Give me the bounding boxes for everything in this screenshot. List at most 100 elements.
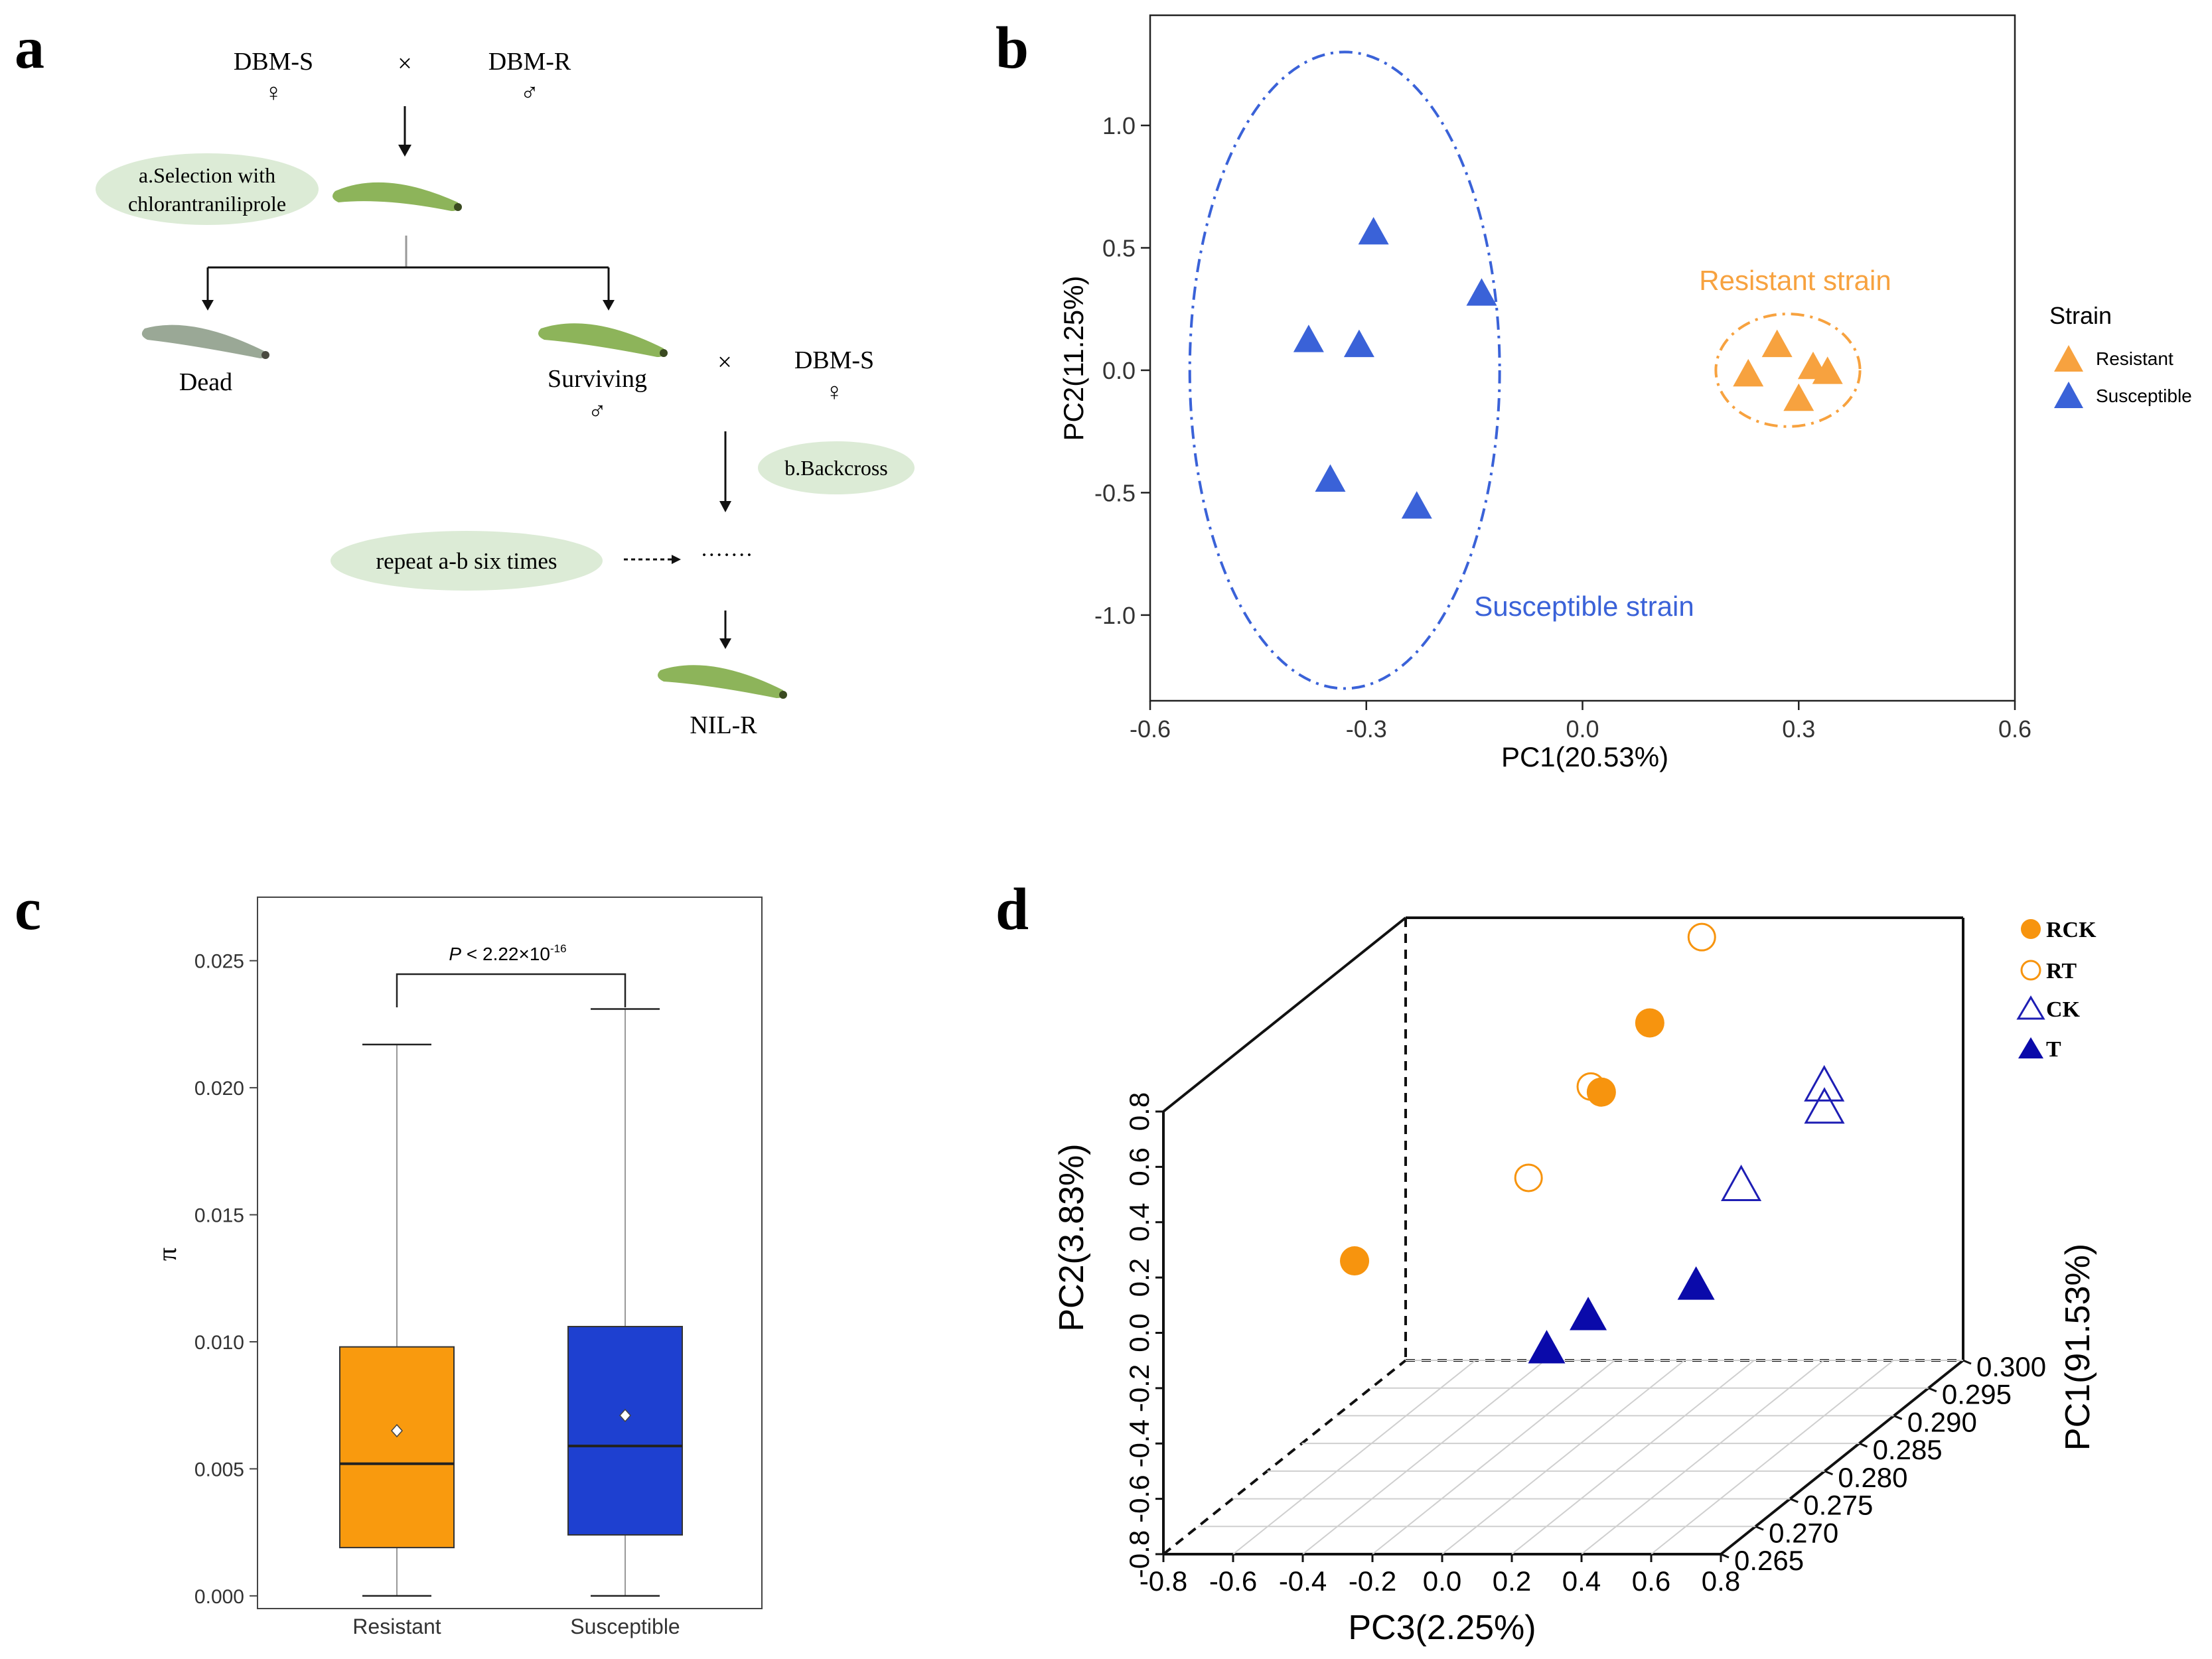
surviving-label: Surviving	[548, 365, 647, 393]
larva-icon	[332, 182, 462, 211]
iqr-box	[339, 1346, 455, 1549]
plot-d-xtick-label: 0.6	[1632, 1565, 1670, 1597]
point-t	[1528, 1330, 1566, 1364]
point-rt	[1514, 1163, 1543, 1192]
tree-lines-1	[206, 236, 610, 302]
point-resistant	[1761, 329, 1793, 358]
plot-b-ellipses	[1188, 50, 1862, 690]
plot-d-ztick	[1824, 1470, 1834, 1476]
point-rt	[1576, 1072, 1605, 1101]
floor-grid-line	[1651, 1360, 1894, 1555]
nil-r-label: NIL-R	[690, 711, 757, 739]
plot-c-axes: 0.000 0.005 0.010 0.015 0.020 0.025	[194, 951, 258, 1608]
floor-grid-line	[1511, 1360, 1755, 1555]
plot-d-ztick	[1720, 1553, 1730, 1559]
step-a-line1: a.Selection with	[139, 163, 275, 187]
point-rck	[1586, 1077, 1616, 1107]
plot-b-axes: -0.6 -0.3 0.0 0.3 0.6 -1.0 -0.5 0.0 0.5 1.0	[1094, 112, 2031, 743]
plot-d-hidden-edges	[1162, 918, 1963, 1555]
plot-d-ztick	[1858, 1442, 1868, 1448]
plot-d-xtick-label: 0.4	[1562, 1565, 1601, 1597]
plot-d-ytick-label: 0.0	[1124, 1313, 1155, 1352]
backcross-female-symbol: ♀	[825, 378, 844, 406]
box-susceptible	[567, 1008, 683, 1597]
floor-grid-line	[1302, 1360, 1546, 1555]
point-susceptible	[1315, 464, 1346, 492]
p-value-label: P < 2.22×10-16	[449, 942, 566, 964]
panel-c: c 0.000 0.005 0.010 0.015 0.020 0.025 P < 2.2…	[15, 877, 763, 1638]
arrow-down-3	[719, 611, 731, 649]
plot-d-zlabel: PC1(91.53%)	[2059, 1244, 2097, 1451]
plot-d-ytick-label: 0.2	[1124, 1258, 1155, 1297]
step-a-bubble: a.Selection with chlorantraniliprole	[96, 153, 319, 225]
arrow-surviving	[603, 300, 615, 311]
plot-d-floor-grid	[1198, 1360, 1963, 1555]
category-label-resistant: Resistant	[352, 1615, 441, 1638]
plot-d-xtick-label: -0.4	[1279, 1565, 1327, 1597]
panel-label-c: c	[15, 877, 41, 942]
legend-label-susceptible: Susceptible	[2096, 386, 2192, 406]
plot-d-xtick-label: 0.8	[1702, 1565, 1740, 1597]
plot-d-xtick-label: 0.0	[1423, 1565, 1461, 1597]
nil-r-larva-icon	[658, 665, 787, 699]
plot-b-xtick-label: 0.6	[1998, 715, 2031, 743]
plot-d-ztick	[1755, 1525, 1764, 1531]
plot-d-xlabel: PC3(2.25%)	[1348, 1609, 1536, 1647]
plot-d-ztick	[1789, 1498, 1799, 1503]
point-susceptible	[1293, 325, 1324, 352]
plot-d-xtick-label: 0.2	[1493, 1565, 1531, 1597]
plot-d-ztick-label: 0.280	[1838, 1462, 1907, 1493]
plot-c-boxes	[339, 1008, 683, 1597]
plot-b-xtick-label: -0.6	[1130, 715, 1171, 743]
plot-c-ytick-label: 0.015	[194, 1205, 244, 1227]
repeat-label: repeat a-b six times	[376, 548, 557, 574]
plot-d-ztick-label: 0.290	[1907, 1406, 1977, 1437]
panel-b: b -0.6 -0.3 0.0 0.3 0.6 -1.0 -0.5 0.0 0.5 1.0 Res…	[995, 14, 2192, 772]
panel-label-d: d	[995, 877, 1029, 942]
plot-d-ytick-label: -0.4	[1124, 1419, 1155, 1467]
plot-b-points	[1293, 216, 1843, 519]
cross-symbol: ×	[398, 50, 411, 78]
plot-d-xtick-label: -0.6	[1209, 1565, 1257, 1597]
legend-marker-rck	[2021, 919, 2041, 939]
dead-larva-icon	[141, 325, 269, 359]
plot-b-ytick-label: 1.0	[1102, 112, 1136, 139]
legend-label-ck: CK	[2046, 997, 2081, 1022]
point-ck	[1721, 1165, 1762, 1202]
parent-male-label: DBM-R	[488, 48, 571, 76]
mean-marker	[619, 1408, 632, 1423]
plot-b-legend: Strain Resistant Susceptible	[2049, 302, 2192, 408]
plot-d-ticks: -0.8 -0.6 -0.4 -0.2 0.0 0.2 0.4 0.6 0.8-0.8-0.6-…	[1124, 1092, 2046, 1597]
plot-d-ytick-label: 0.8	[1124, 1092, 1155, 1131]
plot-d-ylabel: PC2(3.83%)	[1053, 1143, 1091, 1331]
plot-d-ytick-label: 0.6	[1124, 1147, 1155, 1186]
plot-d-ztick-label: 0.265	[1734, 1545, 1804, 1576]
male-symbol: ♂	[520, 79, 540, 107]
legend-marker-resistant	[2054, 345, 2083, 372]
floor-grid-line	[1232, 1360, 1476, 1555]
step-b-label: b.Backcross	[784, 456, 888, 480]
plot-b-ytick-label: -0.5	[1094, 479, 1136, 506]
plot-b-ylabel: PC2(11.25%)	[1058, 275, 1089, 441]
backcross-parent-label: DBM-S	[794, 346, 874, 374]
point-t	[1570, 1297, 1607, 1331]
point-susceptible	[1466, 278, 1497, 306]
arrow-down-1	[398, 106, 411, 157]
floor-grid-line	[1372, 1360, 1615, 1555]
legend-marker-t	[2018, 1037, 2043, 1058]
point-rt	[1687, 922, 1716, 952]
plot-d-ytick-label: -0.8	[1124, 1530, 1155, 1578]
plot-b-ytick-label: 0.5	[1102, 234, 1136, 261]
point-t	[1677, 1266, 1715, 1300]
plot-d-ytick-label: -0.2	[1124, 1364, 1155, 1412]
point-susceptible	[1358, 216, 1389, 245]
plot-b-xtick-label: 0.3	[1782, 715, 1815, 743]
plot-d-ztick-label: 0.285	[1873, 1434, 1943, 1465]
arrow-dead	[202, 300, 214, 311]
plot-d-xtick-label: -0.8	[1140, 1565, 1187, 1597]
plot-d-ztick-label: 0.270	[1769, 1517, 1838, 1548]
plot-c-frame	[257, 897, 763, 1609]
panel-d: d -0.8 -0.6 -0.4 -0.2 0.0 0.2 0.4 0.6 0.8 -0.8 -0.…	[995, 877, 2097, 1647]
point-resistant	[1733, 358, 1764, 387]
